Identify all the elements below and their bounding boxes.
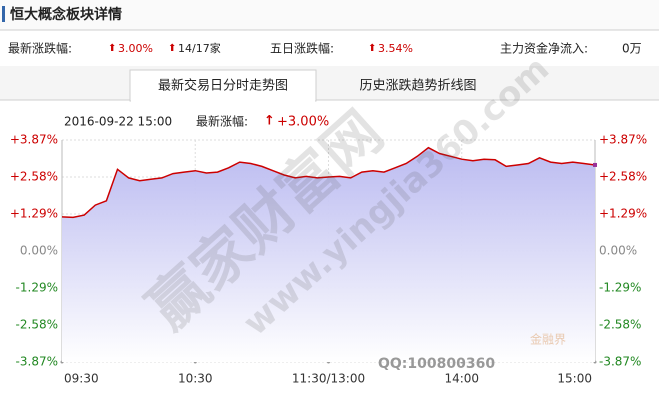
inflow-label: 主力资金净流入: xyxy=(500,41,588,56)
watermark-logo: 金融界 xyxy=(530,332,566,347)
x-tick-label: 09:30 xyxy=(64,372,99,386)
up-arrow: ⬆ xyxy=(168,43,176,54)
up-arrow: ↑ xyxy=(264,114,275,129)
price-line xyxy=(61,146,596,219)
up-arrow: ⬆ xyxy=(108,43,116,54)
tab-active[interactable] xyxy=(129,69,317,102)
y-tick-label: +2.58% xyxy=(10,170,58,184)
info-datetime: 2016-09-22 15:00 xyxy=(64,115,172,129)
y2-tick-label: +3.87% xyxy=(599,133,647,147)
y-tick-label: -1.29% xyxy=(16,281,58,295)
info-value: +3.00% xyxy=(277,115,329,130)
tab-label[interactable]: 历史涨跌趋势折线图 xyxy=(359,78,476,94)
y2-tick-label: -1.29% xyxy=(599,281,641,295)
y-tick-label: +1.29% xyxy=(10,207,58,221)
y2-tick-label: +2.58% xyxy=(599,170,647,184)
x-tick-label: 11:30/13:00 xyxy=(292,372,365,386)
five-day-label: 五日涨跌幅: xyxy=(270,41,334,56)
plot: +3.87% +3.87% +2.58% +2.58% +1.29% +1.29% 0.00… xyxy=(10,133,647,386)
y-tick-label: +3.87% xyxy=(10,133,58,147)
info-label: 最新涨幅: xyxy=(196,114,248,129)
y-tick-label: 0.00% xyxy=(20,244,58,258)
title-accent xyxy=(2,6,5,22)
y2-tick-label: -3.87% xyxy=(599,355,641,369)
x-tick-label: 14:00 xyxy=(444,372,479,386)
tab-active-gap xyxy=(131,99,315,102)
y2-tick-label: -2.58% xyxy=(599,318,641,332)
tab-bar xyxy=(0,66,659,100)
y-tick-label: -2.58% xyxy=(16,318,58,332)
inflow-value: 0万 xyxy=(622,42,642,56)
page-title: 恒大概念板块详情 xyxy=(10,6,122,23)
rise-count: 14/17家 xyxy=(178,41,221,55)
end-marker xyxy=(593,162,597,167)
title-bar xyxy=(0,0,659,30)
y-tick-label: -3.87% xyxy=(16,355,58,369)
tab-label[interactable]: 最新交易日分时走势图 xyxy=(158,78,288,94)
watermark-qq: QQ:100800360 xyxy=(378,356,495,372)
five-day-value: 3.54% xyxy=(378,42,413,55)
y2-tick-label: +1.29% xyxy=(599,207,647,221)
latest-label: 最新涨跌幅: xyxy=(8,41,72,56)
x-tick-label: 10:30 xyxy=(178,372,213,386)
up-arrow: ⬆ xyxy=(368,43,376,54)
y2-tick-label: 0.00% xyxy=(599,244,637,258)
latest-value: 3.00% xyxy=(118,42,153,55)
area xyxy=(62,147,595,362)
x-tick-label: 15:00 xyxy=(557,372,592,386)
